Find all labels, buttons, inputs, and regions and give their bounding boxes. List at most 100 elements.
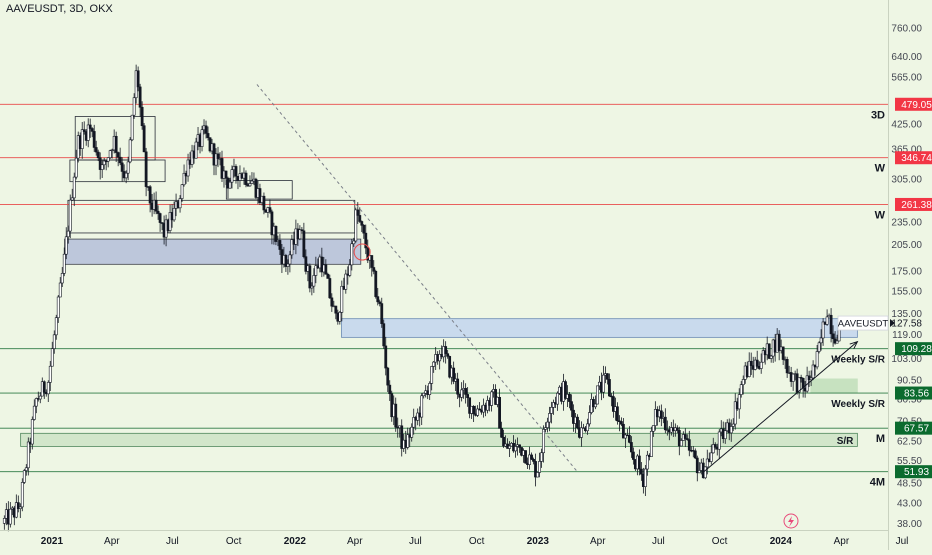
candle-body [476, 408, 480, 416]
candle-body [606, 373, 609, 380]
candle-body [528, 454, 531, 465]
price-tick-label: 103.00 [891, 354, 922, 365]
level-price-badge [895, 151, 932, 165]
candle-body [494, 389, 497, 405]
candle-body [96, 151, 100, 159]
candle-body [811, 364, 815, 379]
candle-body [739, 384, 743, 395]
candle-body [326, 273, 330, 279]
level-annotation: 4M [870, 477, 885, 489]
candle-body [530, 454, 533, 460]
candle-body [620, 421, 623, 425]
candle-body [570, 401, 573, 411]
candle-body [729, 426, 733, 434]
candle-body [677, 430, 681, 447]
candle-body [637, 455, 641, 470]
candle-body [68, 199, 72, 232]
candle-body [230, 169, 234, 183]
candle-body [430, 366, 434, 384]
candle-body [72, 176, 76, 199]
candle-body [544, 427, 547, 430]
candle-body [16, 502, 20, 509]
circle-marker[interactable] [353, 243, 371, 261]
range-box[interactable] [67, 199, 356, 234]
candle-body [685, 438, 689, 440]
price-tick-label: 205.00 [891, 240, 922, 251]
candle-body [378, 301, 382, 304]
range-boxes-layer [67, 116, 356, 234]
candles-layer [2, 64, 841, 532]
level-price-label: 261.38 [901, 200, 932, 211]
price-tick-label: 235.00 [891, 218, 922, 229]
candle-body [456, 378, 460, 395]
zone-label: S/R [837, 436, 854, 447]
candle-body [446, 353, 450, 357]
price-tick-label: 640.00 [891, 52, 922, 63]
candle-body [608, 379, 611, 397]
candle-body [594, 403, 597, 408]
price-tick-label: 135.00 [891, 309, 922, 320]
candle-body [350, 243, 354, 266]
level-price-label: 109.28 [901, 344, 932, 355]
candle-body [825, 316, 829, 325]
candle-body [532, 458, 535, 462]
candle-body [769, 355, 773, 359]
zone-rect[interactable] [20, 432, 858, 447]
candle-body [759, 361, 763, 369]
time-tick-label: Apr [104, 536, 120, 547]
candle-body [286, 263, 290, 267]
time-tick-label: 2023 [527, 536, 550, 547]
time-tick-label: Oct [226, 536, 242, 547]
candle-body [629, 442, 633, 453]
candle-body [388, 384, 392, 395]
candle-body [102, 160, 106, 166]
candle-body [116, 152, 120, 158]
candle-body [180, 184, 184, 199]
candle-body [588, 412, 591, 425]
candle-body [58, 282, 62, 298]
candle-body [460, 389, 464, 398]
time-tick-label: Apr [590, 536, 606, 547]
candle-body [695, 457, 699, 474]
candle-body [138, 86, 142, 108]
candle-body [711, 444, 715, 454]
candle-body [400, 425, 404, 449]
candle-body [18, 506, 22, 509]
candle-body [120, 162, 124, 172]
candle-body [300, 229, 304, 232]
zone-rect[interactable] [64, 238, 362, 265]
price-tick-label: 62.50 [897, 437, 922, 448]
candle-body [52, 334, 56, 349]
candle-body [623, 434, 627, 439]
candle-body [478, 408, 482, 411]
price-tick-label: 175.00 [891, 266, 922, 277]
candle-body [717, 431, 721, 450]
level-price-badge [895, 386, 932, 400]
candle-body [612, 396, 615, 412]
candle-body [372, 267, 376, 272]
time-tick-label: 2021 [41, 536, 64, 547]
price-tick-label: 565.00 [891, 72, 922, 83]
candle-body [194, 141, 198, 159]
trendline[interactable] [701, 341, 858, 474]
candle-body [352, 240, 356, 245]
candle-body [124, 172, 128, 179]
candle-body [8, 508, 12, 525]
candle-body [14, 502, 18, 518]
range-box[interactable] [69, 159, 166, 183]
candle-body [448, 356, 452, 378]
candle-body [24, 467, 28, 471]
candle-body [524, 450, 527, 464]
candle-body [741, 379, 745, 385]
candle-body [330, 297, 334, 307]
candle-body [586, 423, 589, 432]
candle-body [328, 278, 332, 299]
candle-body [747, 360, 751, 377]
candle-body [550, 407, 553, 414]
candle-body [250, 180, 254, 184]
zone-rect[interactable] [810, 378, 858, 394]
trendline-arrowhead [849, 340, 859, 350]
price-tick-label: 38.00 [897, 519, 922, 530]
